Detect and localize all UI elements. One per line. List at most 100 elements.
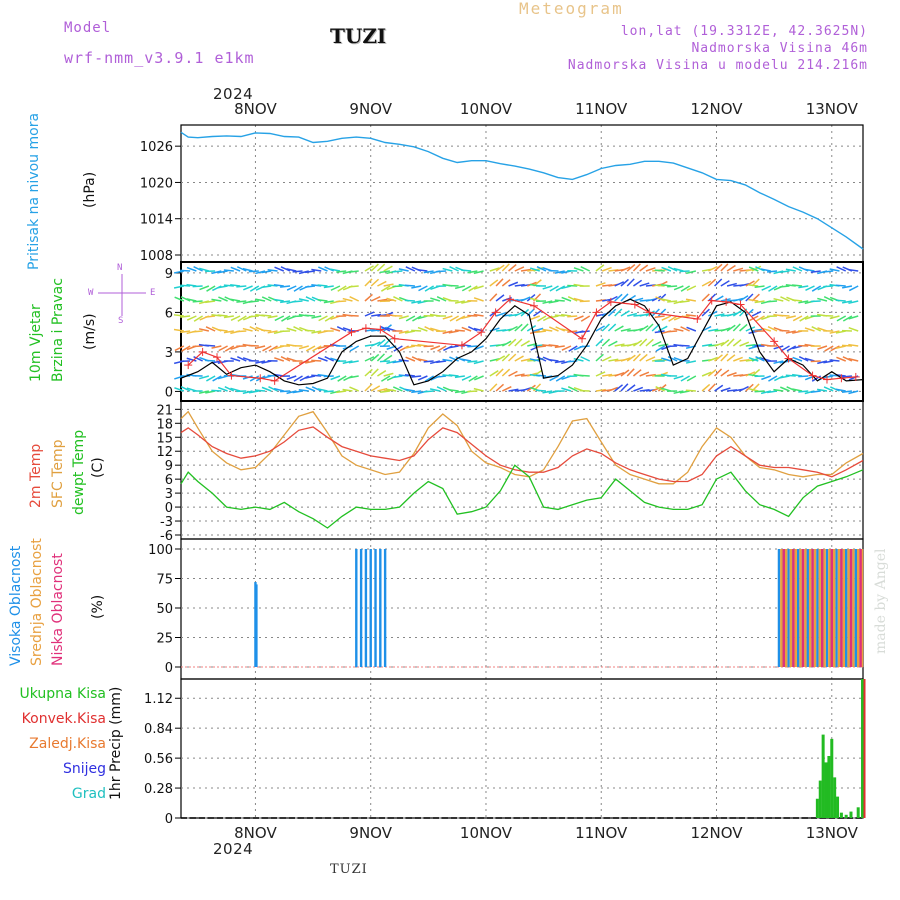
wind-arrow (454, 285, 466, 290)
wind-arrow (701, 308, 710, 317)
cloud-bar-high (369, 549, 372, 667)
wind-arrow (701, 343, 713, 347)
wind-arrow (304, 270, 316, 274)
wind-arrow (829, 315, 840, 320)
wind-arrow (785, 315, 796, 319)
wind-arrow (667, 355, 678, 362)
wind-arrow (370, 341, 381, 347)
wind-arrow (286, 375, 297, 380)
precip-bar-total (821, 734, 825, 818)
cloud-bar-high (854, 549, 857, 667)
cloud-bar-low (859, 549, 862, 667)
wind-arrow (533, 344, 544, 347)
panel-frame (180, 400, 864, 540)
wind-arrow (773, 297, 784, 302)
wind-arrow (330, 268, 341, 272)
cloud-bar-high (383, 549, 387, 667)
wind-arrow (739, 385, 749, 392)
wind-arrow (614, 281, 625, 287)
wind-arrow (418, 285, 428, 292)
wind-arrow (386, 297, 397, 302)
wind-arrow (424, 325, 434, 332)
cloud-bar-mid (837, 549, 841, 667)
cloud-bar-low (840, 549, 843, 667)
wind-arrow (489, 279, 499, 287)
wind-arrow (645, 373, 656, 377)
wind-arrow (223, 330, 234, 334)
wind-arrow (667, 266, 678, 272)
wind-arrow (811, 285, 822, 292)
meteogram-title: Meteogram (519, 0, 624, 18)
wind-arrow (804, 327, 815, 332)
wind-arrow (555, 375, 566, 382)
wind-arrow (305, 296, 316, 302)
wind-arrow (660, 283, 671, 287)
date-label-top: 12NOV (690, 100, 743, 118)
precip-bar-total (836, 796, 840, 818)
wind-arrow (555, 326, 566, 332)
wind-arrow (243, 285, 253, 291)
wind-arrow (501, 263, 510, 272)
wind-arrow (236, 300, 247, 303)
wind-arrow (767, 300, 778, 303)
wind-arrow (835, 388, 846, 392)
wind-arrow (714, 278, 723, 287)
wind-arrow (708, 356, 718, 362)
wind-arrow (468, 285, 478, 292)
cloud-bar-mid (860, 549, 864, 667)
wind-arrow (726, 372, 737, 377)
wind-arrow (198, 390, 210, 394)
wind-arrow (720, 327, 731, 332)
wind-arrow (398, 330, 409, 334)
wind-arrow (299, 375, 310, 382)
wind-arrow (461, 375, 472, 381)
wind-arrow (468, 375, 478, 382)
wind-arrow (495, 383, 505, 392)
wind-arrow (714, 263, 723, 272)
wind-arrow (639, 264, 649, 272)
y-tick-label: 9 (165, 267, 173, 282)
wind-arrow (474, 345, 484, 351)
wind-arrow (393, 345, 403, 352)
wind-arrow (364, 328, 375, 332)
wind-arrow (798, 300, 809, 304)
wind-arrow (436, 360, 447, 364)
wind-arrow (645, 267, 656, 272)
wind-arrow (601, 323, 610, 332)
wind-arrow (411, 285, 422, 289)
wind-arrow (810, 390, 821, 394)
wind-arrow (342, 360, 353, 365)
wind-arrow (811, 325, 822, 332)
wind-arrow (423, 360, 434, 363)
y-tick-label: 6 (165, 473, 173, 488)
wind-arrow (561, 345, 572, 351)
date-label-top: 8NOV (234, 100, 277, 118)
wind-arrow (173, 270, 185, 274)
wind-arrow (745, 308, 754, 317)
cloud-bar-high (255, 584, 258, 667)
cloud-bar-mid (847, 549, 850, 667)
wind-arrow (501, 353, 511, 362)
wind-arrow (514, 338, 523, 347)
wind-arrow (639, 353, 648, 362)
wind-arrow (555, 285, 566, 292)
wind-arrow (654, 269, 665, 272)
wind-arrow (383, 354, 393, 362)
wind-arrow (595, 353, 604, 362)
wind-arrow (508, 338, 517, 347)
wind-arrow (386, 388, 397, 392)
wind-arrow (217, 285, 228, 289)
dewpt-line (180, 464, 864, 529)
wind-arrow (733, 267, 744, 272)
wind-arrow (680, 375, 690, 382)
date-label-bottom: 11NOV (575, 824, 628, 842)
wind-arrow (680, 285, 691, 292)
wind-arrow (620, 278, 629, 287)
model-label: Model (64, 20, 112, 36)
wind-arrow (267, 330, 278, 334)
wind-arrow (773, 360, 784, 365)
wind-arrow (364, 293, 373, 302)
temp-2m-line (180, 426, 864, 483)
wind-arrow (620, 383, 629, 392)
